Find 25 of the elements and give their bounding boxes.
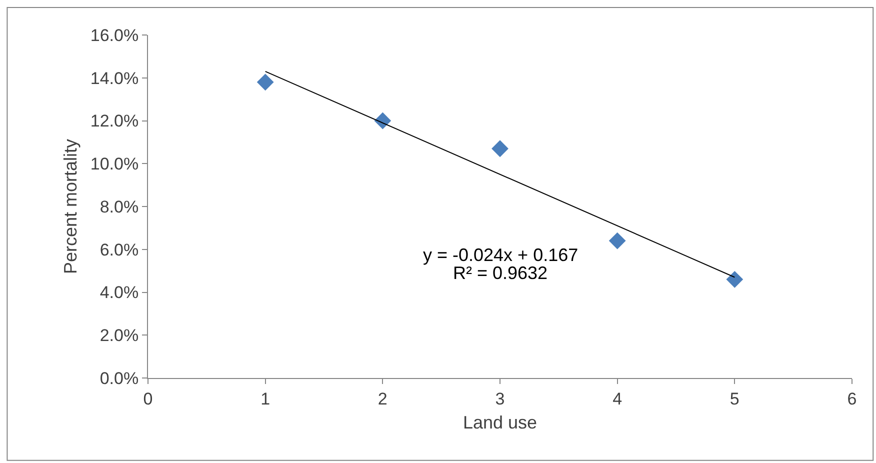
y-tick-label: 12.0% <box>90 112 139 131</box>
x-tick-label: 1 <box>260 389 270 408</box>
x-tick-label: 6 <box>847 389 857 408</box>
annotation: y = -0.024x + 0.167 <box>423 245 578 265</box>
point <box>256 74 274 91</box>
y-axis-title: Percent mortality <box>60 138 81 274</box>
x-tick-label: 4 <box>612 389 622 408</box>
y-tick-label: 10.0% <box>90 154 139 174</box>
x-tick-label: 2 <box>378 389 388 408</box>
point <box>726 270 744 288</box>
y-tick-label: 16.0% <box>90 26 139 45</box>
y-tick-label: 6.0% <box>100 240 139 260</box>
y-tick-label: 14.0% <box>90 68 139 88</box>
point <box>492 140 508 158</box>
point <box>608 232 626 250</box>
x-tick-label: 0 <box>143 389 153 408</box>
y-tick-label: 4.0% <box>100 283 139 302</box>
y-tick-label: 8.0% <box>100 197 139 216</box>
x-axis-title: Land use <box>462 412 538 432</box>
point <box>374 112 392 130</box>
y-tick-label: 2.0% <box>100 326 139 346</box>
y-tick-label: 0.0% <box>100 368 139 388</box>
x-tick-label: 5 <box>730 389 740 408</box>
annotation: R² = 0.9632 <box>453 263 548 283</box>
x-tick-label: 3 <box>495 389 505 408</box>
